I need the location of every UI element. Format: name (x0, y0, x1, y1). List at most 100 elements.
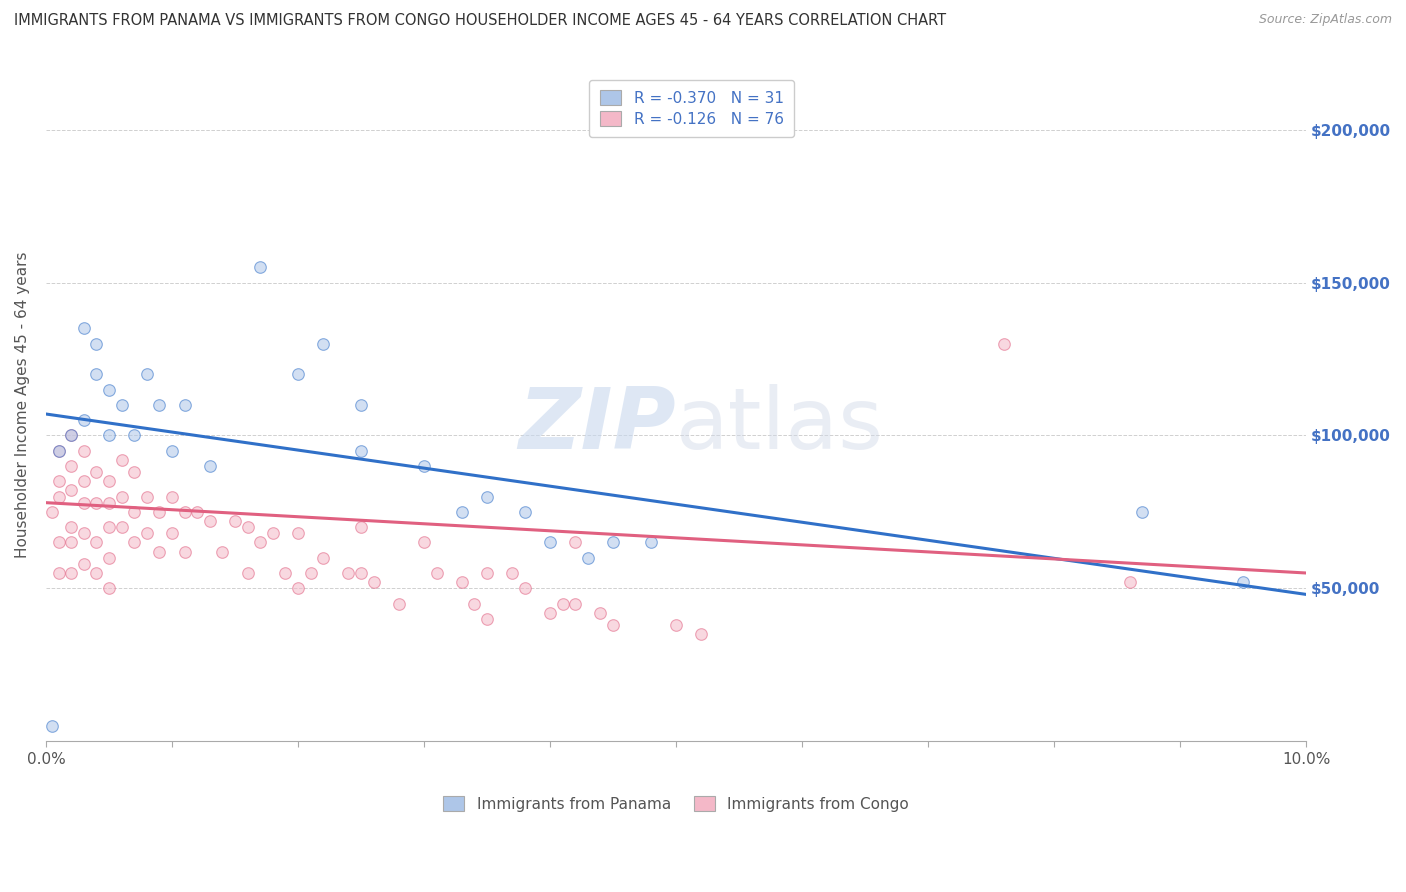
Point (350, 443, 373, 458)
Point (73, 413, 96, 427)
Point (262, 526, 284, 541)
Point (513, 582, 536, 596)
Point (249, 260, 271, 275)
Point (211, 544, 233, 558)
Point (236, 520, 259, 534)
Point (98, 383, 121, 397)
Point (148, 398, 170, 412)
Point (287, 368, 309, 382)
Point (475, 612, 498, 626)
Point (60, 520, 83, 534)
Point (426, 566, 449, 580)
Point (1232, 575, 1254, 590)
Point (287, 582, 309, 596)
Point (122, 428, 145, 442)
Text: atlas: atlas (676, 384, 884, 467)
Point (86, 535, 108, 549)
Point (135, 490, 157, 504)
Point (538, 535, 561, 549)
Point (73, 496, 96, 510)
Point (122, 535, 145, 549)
Point (413, 535, 436, 549)
Point (350, 566, 373, 580)
Point (1118, 575, 1140, 590)
Point (640, 535, 662, 549)
Point (602, 535, 624, 549)
Point (48, 490, 70, 504)
Point (160, 526, 183, 541)
Point (110, 490, 132, 504)
Legend: Immigrants from Panama, Immigrants from Congo: Immigrants from Panama, Immigrants from … (432, 786, 920, 822)
Point (73, 557, 96, 571)
Point (48, 535, 70, 549)
Point (98, 496, 121, 510)
Point (173, 544, 195, 558)
Point (350, 520, 373, 534)
Point (198, 514, 221, 528)
Point (135, 526, 157, 541)
Point (60, 428, 83, 442)
Point (86, 336, 108, 351)
Point (690, 627, 713, 641)
Point (73, 475, 96, 489)
Point (475, 566, 498, 580)
Point (576, 550, 599, 565)
Point (475, 490, 498, 504)
Point (148, 544, 170, 558)
Point (160, 443, 183, 458)
Point (312, 550, 335, 565)
Point (60, 535, 83, 549)
Point (98, 475, 121, 489)
Point (312, 336, 335, 351)
Point (173, 398, 195, 412)
Point (564, 597, 586, 611)
Point (48, 475, 70, 489)
Point (73, 443, 96, 458)
Point (98, 428, 121, 442)
Point (224, 514, 246, 528)
Point (60, 458, 83, 473)
Point (110, 520, 132, 534)
Point (98, 520, 121, 534)
Point (1130, 505, 1153, 519)
Point (665, 618, 688, 632)
Point (98, 582, 121, 596)
Point (41, 719, 63, 733)
Point (86, 566, 108, 580)
Point (363, 575, 385, 590)
Point (287, 526, 309, 541)
Text: Source: ZipAtlas.com: Source: ZipAtlas.com (1258, 13, 1392, 27)
Text: ZIP: ZIP (519, 384, 676, 467)
Point (173, 505, 195, 519)
Point (86, 465, 108, 479)
Point (337, 566, 360, 580)
Point (60, 428, 83, 442)
Point (122, 505, 145, 519)
Point (602, 618, 624, 632)
Point (135, 368, 157, 382)
Point (463, 597, 485, 611)
Point (564, 535, 586, 549)
Point (413, 458, 436, 473)
Point (73, 526, 96, 541)
Point (388, 597, 411, 611)
Point (299, 566, 322, 580)
Point (993, 336, 1015, 351)
Point (249, 535, 271, 549)
Point (589, 606, 612, 620)
Point (450, 575, 472, 590)
Point (86, 496, 108, 510)
Point (513, 505, 536, 519)
Y-axis label: Householder Income Ages 45 - 64 years: Householder Income Ages 45 - 64 years (15, 252, 30, 558)
Point (450, 505, 472, 519)
Point (551, 597, 574, 611)
Point (48, 443, 70, 458)
Point (122, 465, 145, 479)
Point (48, 443, 70, 458)
Point (60, 566, 83, 580)
Point (538, 606, 561, 620)
Point (41, 505, 63, 519)
Text: IMMIGRANTS FROM PANAMA VS IMMIGRANTS FROM CONGO HOUSEHOLDER INCOME AGES 45 - 64 : IMMIGRANTS FROM PANAMA VS IMMIGRANTS FRO… (14, 13, 946, 29)
Point (501, 566, 523, 580)
Point (110, 453, 132, 467)
